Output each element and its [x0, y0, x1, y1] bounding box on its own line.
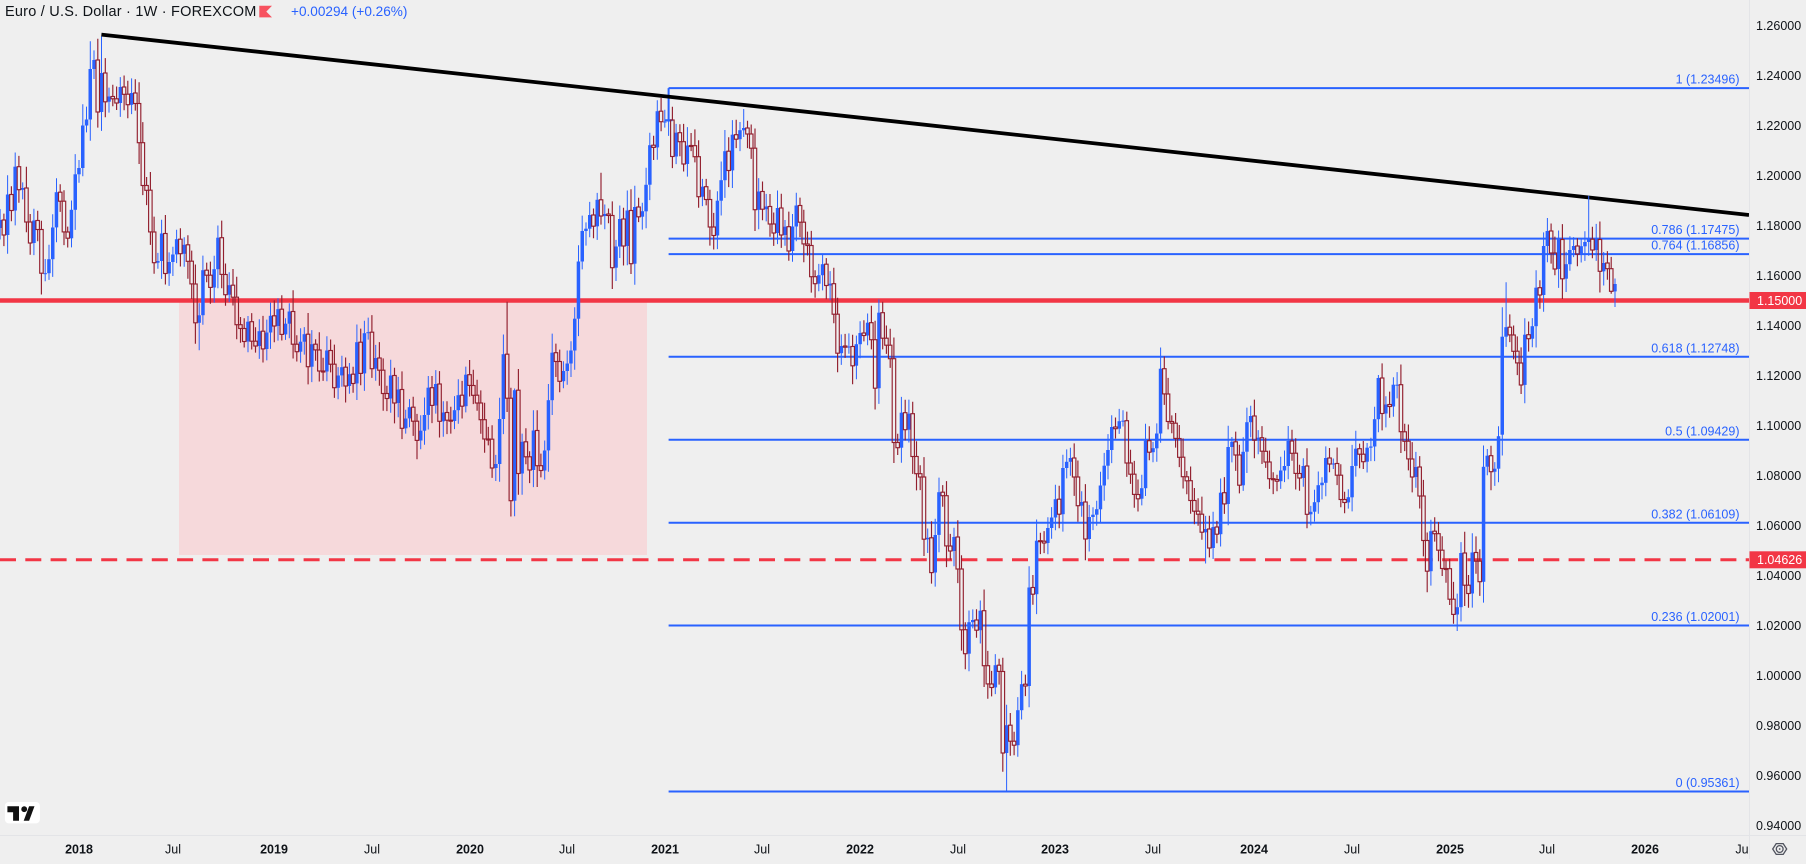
svg-text:2018: 2018	[65, 843, 93, 857]
svg-text:Jul: Jul	[364, 843, 380, 857]
svg-text:Ju: Ju	[1735, 843, 1748, 857]
svg-text:1.06000: 1.06000	[1756, 519, 1801, 533]
svg-text:1.02000: 1.02000	[1756, 619, 1801, 633]
svg-text:0.236 (1.02001): 0.236 (1.02001)	[1651, 610, 1739, 624]
svg-text:1.08000: 1.08000	[1756, 469, 1801, 483]
svg-text:1.00000: 1.00000	[1756, 669, 1801, 683]
svg-text:0.98000: 0.98000	[1756, 719, 1801, 733]
svg-text:1.10000: 1.10000	[1756, 419, 1801, 433]
svg-text:Jul: Jul	[1344, 843, 1360, 857]
svg-text:Jul: Jul	[1539, 843, 1555, 857]
svg-text:Jul: Jul	[950, 843, 966, 857]
svg-text:0.94000: 0.94000	[1756, 819, 1801, 833]
svg-text:2023: 2023	[1041, 843, 1069, 857]
svg-text:+0.00294 (+0.26%): +0.00294 (+0.26%)	[291, 4, 407, 19]
svg-text:Jul: Jul	[1145, 843, 1161, 857]
svg-text:1.04000: 1.04000	[1756, 569, 1801, 583]
svg-text:0.764 (1.16856): 0.764 (1.16856)	[1651, 239, 1739, 253]
svg-text:1 (1.23496): 1 (1.23496)	[1676, 73, 1740, 87]
svg-text:2022: 2022	[846, 843, 874, 857]
svg-text:1.04626: 1.04626	[1757, 553, 1802, 567]
svg-text:2026: 2026	[1631, 843, 1659, 857]
svg-text:1.26000: 1.26000	[1756, 19, 1801, 33]
svg-text:1.18000: 1.18000	[1756, 219, 1801, 233]
svg-text:1.12000: 1.12000	[1756, 369, 1801, 383]
svg-text:1.24000: 1.24000	[1756, 69, 1801, 83]
svg-text:2019: 2019	[260, 843, 288, 857]
svg-text:2024: 2024	[1240, 843, 1268, 857]
svg-text:Jul: Jul	[165, 843, 181, 857]
svg-text:0.382 (1.06109): 0.382 (1.06109)	[1651, 507, 1739, 521]
svg-text:0 (0.95361): 0 (0.95361)	[1676, 776, 1740, 790]
svg-text:0.786 (1.17475): 0.786 (1.17475)	[1651, 223, 1739, 237]
svg-text:0.96000: 0.96000	[1756, 769, 1801, 783]
svg-text:1.16000: 1.16000	[1756, 269, 1801, 283]
svg-text:1.20000: 1.20000	[1756, 169, 1801, 183]
svg-text:1.22000: 1.22000	[1756, 119, 1801, 133]
svg-text:2025: 2025	[1436, 843, 1464, 857]
svg-text:Jul: Jul	[754, 843, 770, 857]
svg-text:0.5 (1.09429): 0.5 (1.09429)	[1665, 424, 1739, 438]
svg-text:2020: 2020	[456, 843, 484, 857]
svg-text:1.14000: 1.14000	[1756, 319, 1801, 333]
svg-text:1.15000: 1.15000	[1757, 294, 1802, 308]
svg-text:Euro / U.S. Dollar · 1W · FORE: Euro / U.S. Dollar · 1W · FOREXCOM	[5, 4, 257, 20]
svg-text:2021: 2021	[651, 843, 679, 857]
svg-text:Jul: Jul	[559, 843, 575, 857]
svg-text:0.618 (1.12748): 0.618 (1.12748)	[1651, 341, 1739, 355]
